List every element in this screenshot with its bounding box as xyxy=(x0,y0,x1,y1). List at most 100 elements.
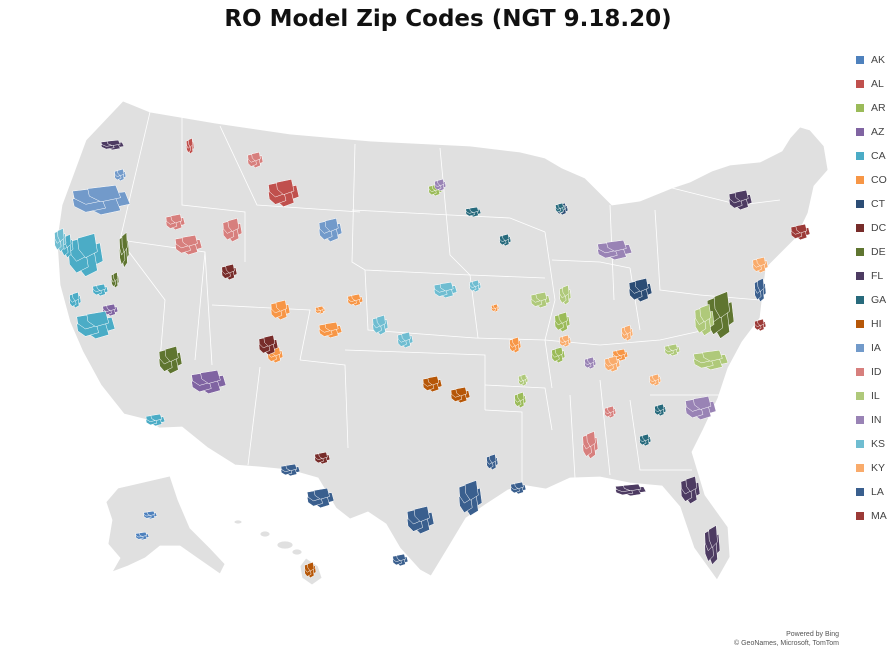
legend-swatch xyxy=(856,416,864,424)
zip-cluster-ma[interactable] xyxy=(790,223,811,241)
zip-cluster-il[interactable] xyxy=(664,343,681,357)
zip-cluster-la[interactable] xyxy=(458,480,483,516)
zip-cluster-ak[interactable] xyxy=(135,531,150,541)
zip-cluster-la[interactable] xyxy=(280,463,301,477)
zip-area xyxy=(170,213,183,224)
zip-cluster-ga[interactable] xyxy=(654,403,667,417)
zip-area xyxy=(106,139,121,146)
zip-cluster-ca[interactable] xyxy=(76,311,116,339)
zip-cluster-co[interactable] xyxy=(347,293,364,307)
zip-cluster-hi[interactable] xyxy=(422,375,443,393)
legend-swatch xyxy=(856,104,864,112)
zip-cluster-ia[interactable] xyxy=(114,168,127,182)
zip-cluster-id[interactable] xyxy=(174,234,203,256)
zip-cluster-id[interactable] xyxy=(604,405,617,419)
zip-cluster-la[interactable] xyxy=(486,453,499,471)
zip-cluster-ar[interactable] xyxy=(551,346,566,364)
zip-area xyxy=(652,373,660,381)
zip-cluster-ct[interactable] xyxy=(628,277,653,302)
zip-cluster-ak[interactable] xyxy=(143,510,158,520)
legend-swatch xyxy=(856,56,864,64)
zip-cluster-ks[interactable] xyxy=(397,331,414,349)
zip-cluster-co[interactable] xyxy=(491,303,500,313)
zip-cluster-ks[interactable] xyxy=(54,227,67,253)
zip-cluster-ga[interactable] xyxy=(499,233,512,247)
zip-cluster-id[interactable] xyxy=(165,213,186,231)
zip-area xyxy=(562,284,570,297)
zip-cluster-az[interactable] xyxy=(191,370,227,394)
zip-area xyxy=(606,239,627,252)
zip-cluster-la[interactable] xyxy=(392,553,409,567)
zip-cluster-ga[interactable] xyxy=(555,202,566,214)
zip-cluster-dc[interactable] xyxy=(258,334,279,356)
zip-area xyxy=(164,345,179,363)
zip-area xyxy=(668,343,678,351)
zip-cluster-dc[interactable] xyxy=(221,263,238,281)
zip-cluster-ks[interactable] xyxy=(433,281,458,299)
zip-area xyxy=(87,185,122,203)
zip-cluster-co[interactable] xyxy=(315,305,326,315)
zip-cluster-ar[interactable] xyxy=(514,391,527,409)
zip-cluster-ca[interactable] xyxy=(92,283,109,297)
zip-cluster-id[interactable] xyxy=(247,151,264,169)
zip-cluster-ky[interactable] xyxy=(559,334,572,348)
zip-area xyxy=(275,299,288,312)
zip-cluster-fl[interactable] xyxy=(728,189,753,211)
zip-cluster-il[interactable] xyxy=(694,304,715,336)
zip-cluster-in[interactable] xyxy=(685,396,717,420)
zip-cluster-al[interactable] xyxy=(268,179,300,207)
legend-label: AR xyxy=(871,102,886,114)
zip-cluster-id[interactable] xyxy=(222,217,243,243)
zip-cluster-in[interactable] xyxy=(434,178,447,192)
zip-cluster-dc[interactable] xyxy=(314,451,331,465)
zip-area xyxy=(795,223,808,234)
zip-cluster-fl[interactable] xyxy=(100,139,125,151)
zip-cluster-ca[interactable] xyxy=(69,291,82,309)
zip-cluster-ga[interactable] xyxy=(465,206,482,218)
zip-cluster-ma[interactable] xyxy=(754,318,767,332)
zip-cluster-ky[interactable] xyxy=(604,355,621,373)
zip-area xyxy=(396,553,406,561)
zip-cluster-ia[interactable] xyxy=(72,185,131,215)
zip-cluster-co[interactable] xyxy=(318,321,343,339)
zip-cluster-la[interactable] xyxy=(406,505,435,534)
zip-cluster-ks[interactable] xyxy=(469,279,482,293)
zip-cluster-ky[interactable] xyxy=(752,256,769,274)
zip-cluster-il[interactable] xyxy=(693,349,729,371)
zip-cluster-in[interactable] xyxy=(597,239,633,261)
zip-cluster-ca[interactable] xyxy=(68,233,104,277)
zip-cluster-fl[interactable] xyxy=(704,524,721,566)
zip-cluster-la[interactable] xyxy=(754,277,767,303)
zip-cluster-fl[interactable] xyxy=(615,483,647,497)
zip-cluster-de[interactable] xyxy=(158,345,183,375)
zip-cluster-co[interactable] xyxy=(270,299,291,321)
zip-cluster-il[interactable] xyxy=(530,291,551,309)
zip-cluster-al[interactable] xyxy=(186,137,195,155)
zip-cluster-az[interactable] xyxy=(102,303,119,317)
zip-cluster-hi[interactable] xyxy=(450,386,471,404)
legend-label: KY xyxy=(871,462,886,474)
zip-cluster-ia[interactable] xyxy=(318,217,343,242)
zip-cluster-id[interactable] xyxy=(582,430,599,460)
zip-cluster-il[interactable] xyxy=(518,373,529,387)
zip-cluster-fl[interactable] xyxy=(680,475,701,505)
zip-cluster-il[interactable] xyxy=(559,284,572,306)
zip-cluster-ga[interactable] xyxy=(639,433,652,447)
zip-cluster-de[interactable] xyxy=(119,231,130,269)
zip-cluster-ar[interactable] xyxy=(554,311,571,333)
zip-area xyxy=(263,334,276,347)
zip-cluster-ky[interactable] xyxy=(649,373,662,387)
zip-cluster-hi[interactable] xyxy=(304,561,317,579)
zip-cluster-la[interactable] xyxy=(510,481,527,495)
zip-cluster-ks[interactable] xyxy=(372,314,389,336)
zip-area xyxy=(657,403,665,411)
zip-cluster-ca[interactable] xyxy=(145,413,166,427)
zip-cluster-la[interactable] xyxy=(306,487,335,509)
zip-area xyxy=(623,483,642,491)
zip-cluster-de[interactable] xyxy=(111,271,120,289)
zip-cluster-in[interactable] xyxy=(584,356,597,370)
zip-area xyxy=(562,334,570,342)
zip-cluster-co[interactable] xyxy=(509,336,522,354)
zip-cluster-ky[interactable] xyxy=(621,324,634,342)
